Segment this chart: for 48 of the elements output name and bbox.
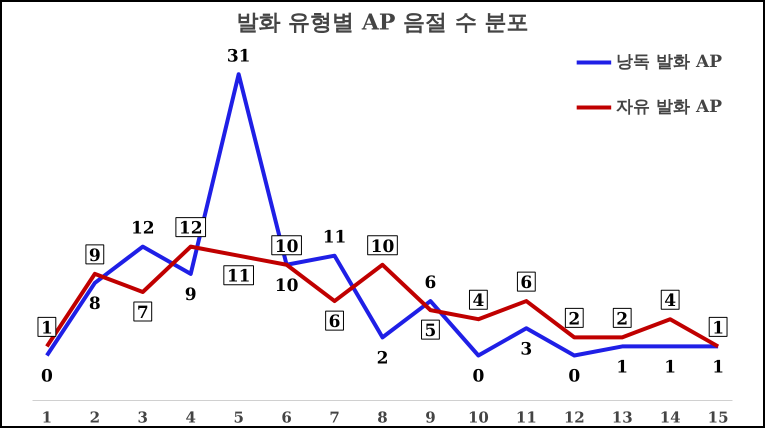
data-label: 0 — [40, 366, 53, 386]
x-tick-label: 1 — [42, 408, 52, 426]
data-label: 0 — [472, 366, 484, 386]
data-label: 2 — [568, 309, 580, 330]
data-label: 9 — [184, 284, 197, 305]
data-label: 6 — [328, 312, 340, 332]
data-label: 31 — [226, 46, 251, 66]
data-label: 4 — [472, 291, 484, 312]
data-label: 2 — [376, 348, 388, 368]
x-tick-label: 11 — [516, 408, 537, 426]
x-tick-label: 14 — [660, 408, 681, 426]
data-label: 1 — [712, 318, 724, 338]
x-tick-label: 8 — [377, 408, 388, 426]
data-label: 8 — [88, 294, 101, 314]
x-tick-label: 15 — [708, 408, 729, 426]
data-label: 1 — [40, 318, 53, 338]
data-label: 10 — [370, 236, 394, 257]
data-label: 2 — [616, 309, 628, 330]
legend-label: 낭독 발화 AP — [616, 51, 722, 73]
x-tick-label: 2 — [90, 408, 100, 426]
data-label: 7 — [136, 302, 149, 323]
data-label: 1 — [616, 357, 628, 378]
x-tick-label: 10 — [468, 408, 489, 426]
data-label: 5 — [424, 321, 436, 342]
data-label: 3 — [520, 339, 532, 360]
data-label: 12 — [178, 218, 203, 239]
x-tick-label: 13 — [612, 408, 633, 426]
x-tick-label: 12 — [564, 408, 585, 426]
x-tick-label: 9 — [425, 408, 436, 426]
data-label: 6 — [424, 273, 436, 294]
data-label: 1 — [712, 357, 724, 378]
data-label: 1 — [664, 357, 676, 378]
x-tick-label: 5 — [233, 408, 244, 426]
x-tick-label: 7 — [329, 408, 340, 426]
chart-title: 발화 유형별 AP 음절 수 분포 — [236, 10, 528, 36]
data-label: 0 — [568, 366, 580, 386]
data-label: 6 — [520, 273, 532, 294]
data-label: 10 — [274, 276, 299, 296]
data-label: 9 — [88, 246, 101, 266]
x-tick-label: 4 — [186, 408, 196, 426]
data-label: 12 — [130, 218, 155, 239]
legend-label: 자유 발화 AP — [616, 96, 722, 118]
data-label: 11 — [322, 228, 346, 248]
x-tick-label: 6 — [281, 408, 292, 426]
data-label: 10 — [274, 236, 299, 257]
data-label: 4 — [664, 291, 676, 312]
data-label: 11 — [226, 266, 251, 287]
x-tick-label: 3 — [138, 408, 148, 426]
